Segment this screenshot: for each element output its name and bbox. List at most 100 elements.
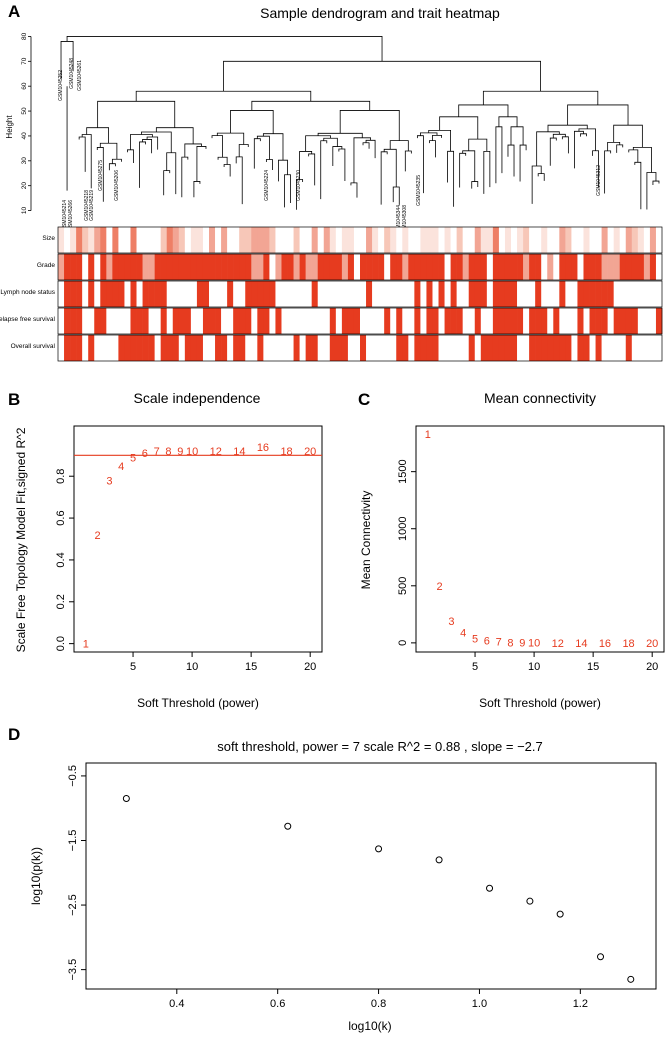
heatmap-cell <box>631 308 639 334</box>
heatmap-cell <box>118 308 125 334</box>
heatmap-cell <box>450 281 457 307</box>
heatmap-cell <box>547 308 554 334</box>
dendrogram-branch <box>108 163 116 171</box>
heatmap-cell <box>221 254 228 280</box>
y-tick-label: −3.5 <box>67 959 79 981</box>
heatmap-cell <box>420 281 427 307</box>
point-label: 16 <box>257 442 269 454</box>
dendrogram <box>60 36 660 210</box>
x-tick-label: 5 <box>472 661 478 673</box>
heatmap-cell <box>136 335 143 361</box>
heatmap-cell <box>58 227 65 253</box>
heatmap-cell <box>511 281 518 307</box>
heatmap-cell <box>239 281 246 307</box>
heatmap-cell <box>202 281 210 307</box>
point-label: 2 <box>437 581 443 593</box>
heatmap-cell <box>323 308 331 334</box>
dendrogram-branch <box>468 138 488 152</box>
heatmap-cell <box>595 254 602 280</box>
heatmap-cell <box>209 227 216 253</box>
heatmap-cell <box>112 281 119 307</box>
heatmap-cell <box>492 254 500 280</box>
heatmap-cell <box>529 308 536 334</box>
heatmap-cell <box>148 335 155 361</box>
heatmap-cell <box>166 281 174 307</box>
heatmap-cell <box>541 227 548 253</box>
heatmap-cell <box>166 308 174 334</box>
heatmap-cell <box>184 227 192 253</box>
dendrogram-branch <box>278 159 288 182</box>
heatmap-cell <box>625 281 633 307</box>
heatmap-cell <box>82 308 89 334</box>
heatmap-cell <box>553 335 560 361</box>
heatmap-cell <box>347 254 355 280</box>
heatmap-cell <box>281 281 288 307</box>
heatmap-cell <box>311 254 319 280</box>
dendrogram-branch <box>462 150 476 182</box>
point-label: 3 <box>106 475 112 487</box>
heatmap-cell <box>64 281 71 307</box>
heatmap-cell <box>64 227 71 253</box>
heatmap-cell <box>547 254 554 280</box>
heatmap-cell <box>577 227 584 253</box>
y-axis-label-a: Height <box>5 115 14 139</box>
dendrogram-branch <box>578 128 596 151</box>
heatmap-cell <box>643 254 651 280</box>
heatmap-cell <box>414 308 421 334</box>
heatmap-cell <box>215 254 222 280</box>
heatmap-cell <box>335 281 343 307</box>
point-label: 8 <box>507 637 513 649</box>
heatmap-cell <box>112 227 119 253</box>
heatmap-cell <box>511 254 518 280</box>
dendrogram-branch <box>142 139 153 154</box>
heatmap-cell <box>239 335 246 361</box>
point-label: 18 <box>280 446 292 458</box>
point-label: 9 <box>519 638 525 650</box>
dendrogram-branch <box>66 36 383 62</box>
heatmap-cell <box>215 308 222 334</box>
heatmap-cell <box>607 227 614 253</box>
heatmap-cell <box>281 335 288 361</box>
heatmap-cell <box>257 254 264 280</box>
heatmap-cell <box>468 308 476 334</box>
heatmap-cell <box>474 281 482 307</box>
heatmap-cell <box>625 227 633 253</box>
leaf-label: GSM1045218 <box>84 190 90 221</box>
heatmap-cell <box>148 227 155 253</box>
heatmap-cell <box>178 281 186 307</box>
x-axis-label-c: Soft Threshold (power) <box>479 696 601 710</box>
dendrogram-branch <box>519 144 527 182</box>
dendrogram-branch <box>320 140 328 200</box>
heatmap-cell <box>480 308 488 334</box>
heatmap-cell <box>456 254 463 280</box>
dendrogram-branch <box>78 136 86 172</box>
heatmap-cell <box>426 227 433 253</box>
heatmap-cell <box>378 281 385 307</box>
heatmap-cell <box>384 281 391 307</box>
heatmap-cell <box>202 335 210 361</box>
leaf-label: GSM1045248 <box>69 58 75 89</box>
panel-label-a: A <box>8 2 20 21</box>
panel-label-c: C <box>358 390 370 409</box>
dendrogram-branch <box>365 139 376 159</box>
heatmap-cell <box>595 227 602 253</box>
heatmap-cell <box>504 281 512 307</box>
heatmap-cell <box>76 227 83 253</box>
heatmap-cell <box>655 227 663 253</box>
heatmap-cell <box>372 227 379 253</box>
heatmap-cell <box>523 227 530 253</box>
heatmap-cell <box>202 308 210 334</box>
heatmap-cell <box>595 281 602 307</box>
dendrogram-branch <box>552 133 566 139</box>
heatmap-cell <box>335 308 343 334</box>
heatmap-cell <box>215 335 222 361</box>
heatmap-cell <box>311 308 319 334</box>
heatmap-cell <box>118 227 125 253</box>
heatmap-cell <box>372 308 379 334</box>
y-axis-label-d: log10(p(k)) <box>29 847 43 905</box>
heatmap-cell <box>329 281 337 307</box>
data-point <box>556 910 564 918</box>
heatmap-cell <box>130 254 137 280</box>
heatmap-cell <box>233 227 240 253</box>
heatmap-cell <box>498 335 506 361</box>
